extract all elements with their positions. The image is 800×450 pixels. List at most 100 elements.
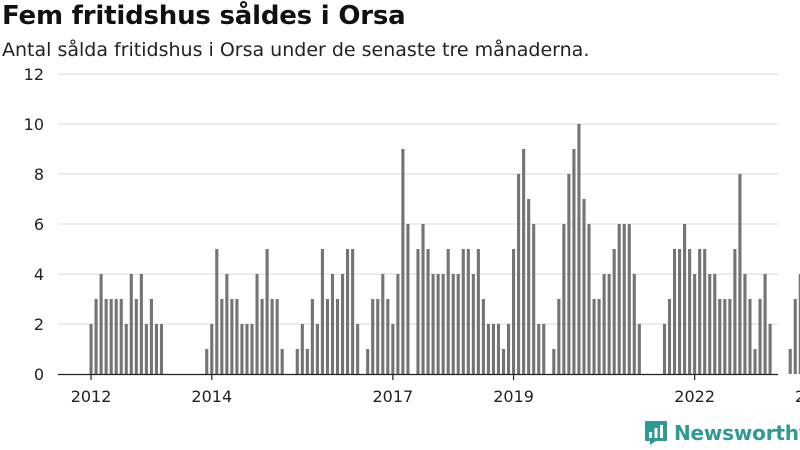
bar	[295, 349, 299, 374]
bar	[134, 299, 138, 374]
bar	[265, 249, 269, 374]
bar	[713, 274, 717, 374]
bar	[416, 249, 420, 374]
bar	[436, 274, 440, 374]
bar	[426, 249, 430, 374]
bar	[527, 199, 531, 374]
bar	[481, 299, 485, 374]
bar	[537, 324, 541, 374]
bar	[723, 299, 727, 374]
bar	[275, 299, 279, 374]
bar	[371, 299, 375, 374]
bar	[431, 274, 435, 374]
bar	[461, 249, 465, 374]
y-tick-label: 8	[34, 165, 44, 184]
bar	[617, 224, 621, 374]
bar	[708, 274, 712, 374]
bar	[522, 149, 526, 374]
bar	[688, 249, 692, 374]
bar	[300, 324, 304, 374]
bar	[366, 349, 370, 374]
bar	[562, 224, 566, 374]
bar	[310, 299, 314, 374]
bar	[637, 324, 641, 374]
bar	[210, 324, 214, 374]
bar	[693, 274, 697, 374]
bar	[154, 324, 158, 374]
x-tick-label: 2024	[795, 387, 800, 406]
x-tick-label: 2022	[674, 387, 715, 406]
bar	[496, 324, 501, 374]
chart-subtitle: Antal sålda fritidshus i Orsa under de s…	[2, 39, 590, 61]
bar	[738, 174, 742, 374]
bar	[718, 299, 722, 374]
bar	[466, 249, 470, 374]
bar	[220, 299, 224, 374]
bar	[159, 324, 164, 374]
bar	[678, 249, 682, 374]
bar	[124, 324, 128, 374]
bar	[572, 149, 576, 374]
bar	[753, 349, 757, 374]
bar	[149, 299, 153, 374]
x-tick-label: 2017	[372, 387, 413, 406]
bar	[446, 249, 450, 374]
bar	[768, 324, 772, 374]
bar	[602, 274, 606, 374]
brand-logo[interactable]: Newsworthy	[644, 419, 800, 447]
bar	[512, 249, 516, 374]
x-tick-label: 2019	[493, 387, 534, 406]
x-tick-label: 2014	[191, 387, 232, 406]
x-axis: 2012 2014 2017 2019 2022 2024	[58, 373, 800, 406]
bar	[230, 299, 234, 374]
bar	[476, 249, 480, 374]
bar	[672, 249, 677, 374]
bar	[627, 224, 631, 374]
bar	[632, 274, 636, 374]
bar	[401, 149, 405, 374]
bar	[612, 249, 616, 374]
bar	[109, 299, 113, 374]
bar	[471, 274, 475, 374]
y-tick-label: 6	[34, 215, 44, 234]
bar	[662, 324, 667, 374]
bar	[235, 299, 239, 374]
bar	[104, 299, 108, 374]
bar	[330, 274, 335, 374]
bar	[683, 224, 687, 374]
bar	[99, 274, 103, 374]
bar	[260, 299, 264, 374]
bar	[386, 299, 390, 374]
bar	[89, 324, 93, 374]
bar	[341, 274, 345, 374]
bar	[667, 299, 672, 374]
y-tick-label: 12	[24, 65, 44, 84]
bar	[788, 349, 792, 374]
bar	[607, 274, 611, 374]
y-tick-label: 2	[34, 315, 44, 334]
bar	[491, 324, 495, 374]
brand-name: Newsworthy	[674, 421, 800, 445]
bar	[381, 274, 385, 374]
chart-title: Fem fritidshus såldes i Orsa	[2, 1, 406, 31]
bar	[486, 324, 490, 374]
bar	[552, 349, 556, 374]
bar	[577, 124, 581, 374]
bar	[798, 274, 800, 374]
x-tick-label: 2012	[71, 387, 112, 406]
bar	[335, 299, 340, 374]
bar	[351, 249, 355, 374]
bar	[582, 199, 586, 374]
bar	[517, 174, 521, 374]
y-axis-ticks: 0 2 4 6 8 10 12	[24, 65, 44, 384]
bar	[270, 299, 274, 374]
bar	[376, 299, 380, 374]
bar	[733, 249, 737, 374]
y-tick-label: 4	[34, 265, 44, 284]
bar	[698, 249, 702, 374]
newsworthy-logo-icon	[645, 421, 667, 445]
y-tick-label: 0	[34, 365, 44, 384]
bar	[119, 299, 123, 374]
bar	[391, 324, 395, 374]
